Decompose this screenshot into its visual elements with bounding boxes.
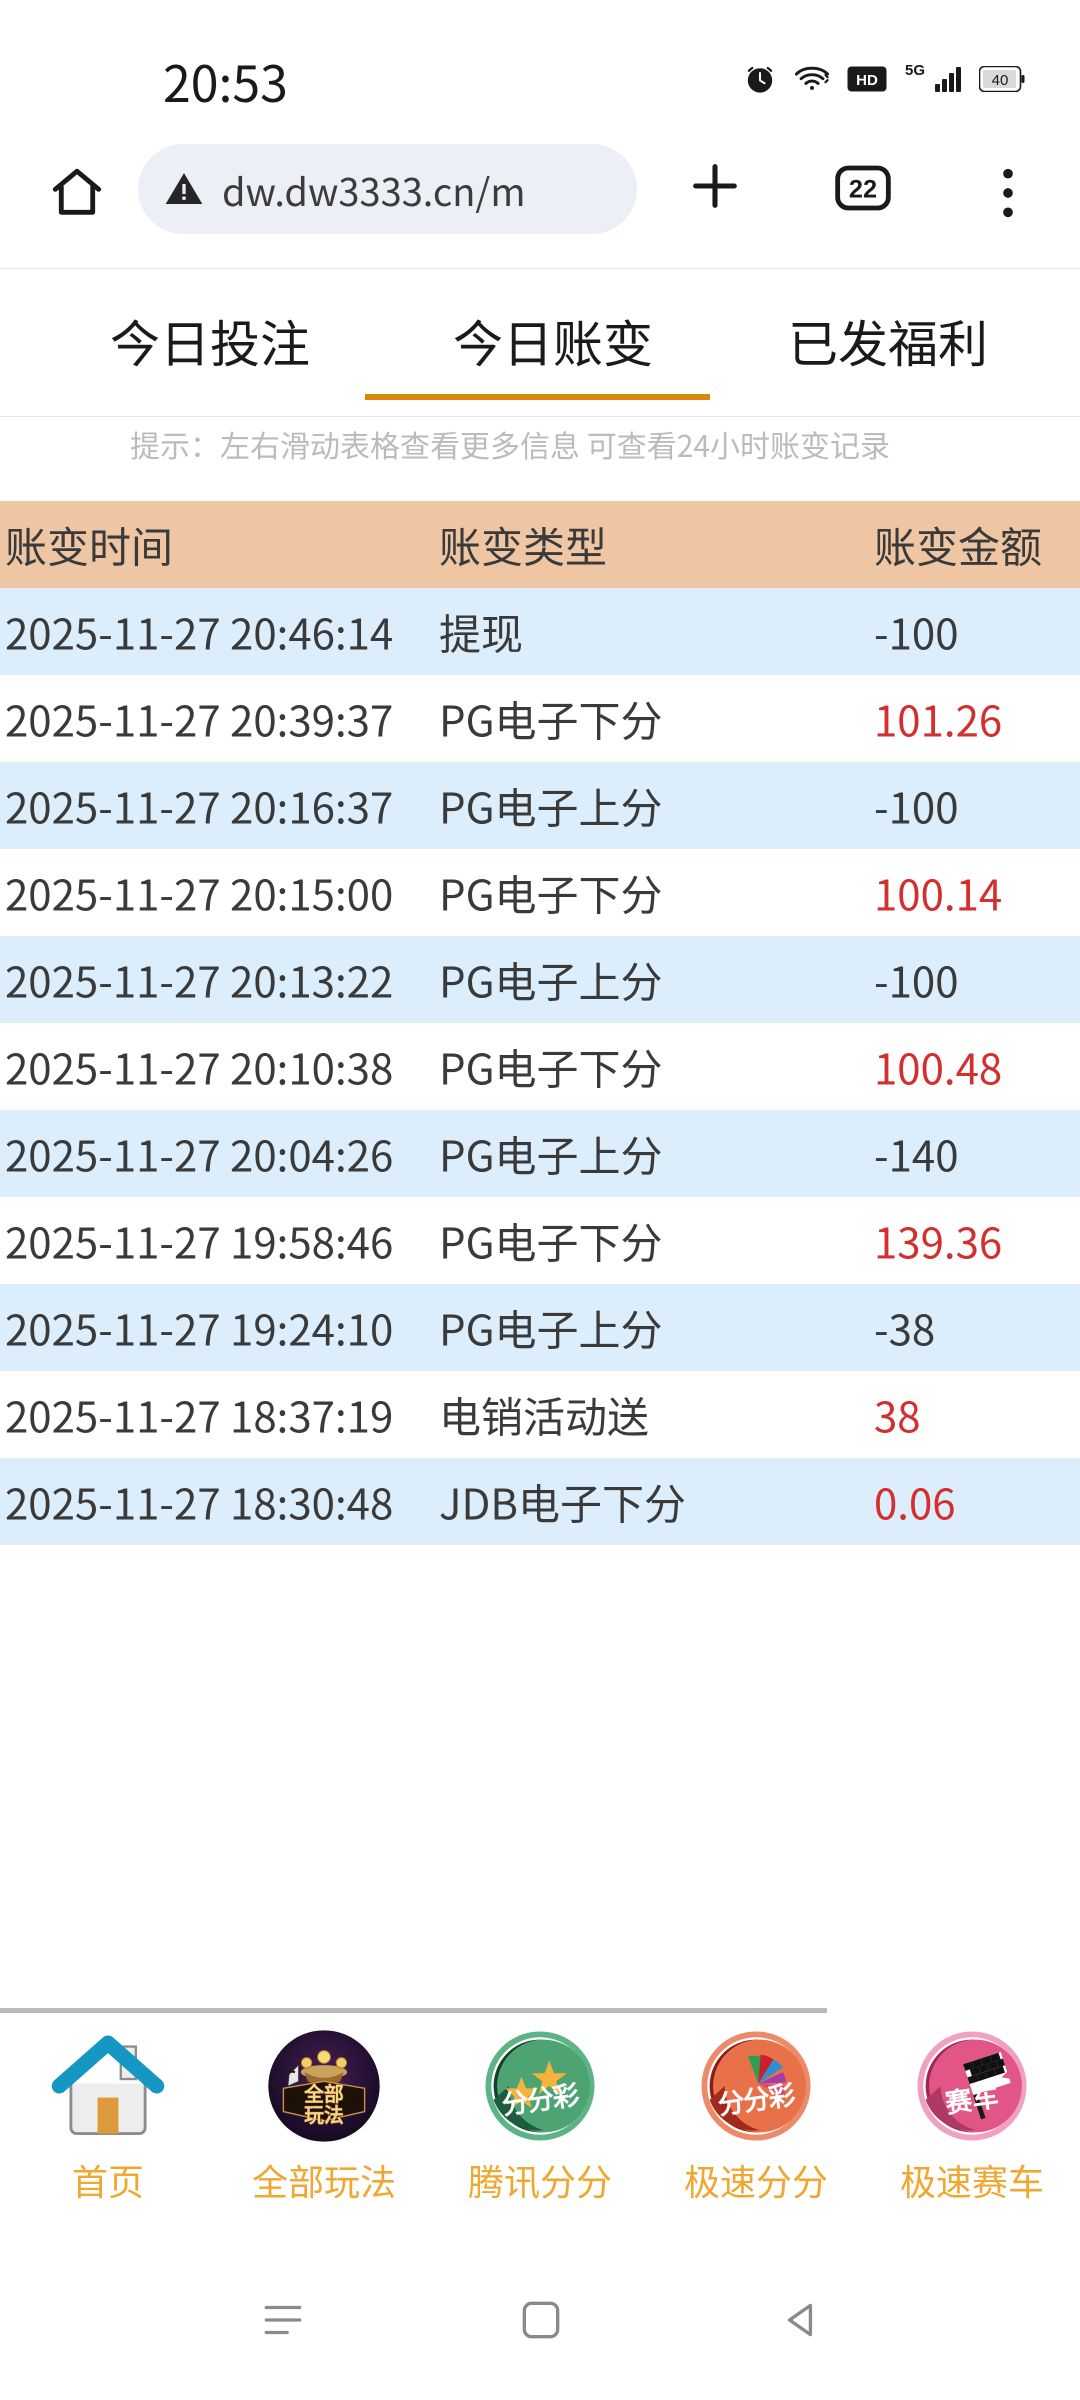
svg-text:全部: 全部 bbox=[303, 2083, 344, 2106]
svg-text:22: 22 bbox=[849, 175, 877, 203]
svg-text:40: 40 bbox=[992, 72, 1009, 89]
svg-text:HD: HD bbox=[856, 72, 878, 89]
svg-text:5G: 5G bbox=[905, 62, 925, 79]
svg-text:玩法: 玩法 bbox=[304, 2104, 343, 2127]
